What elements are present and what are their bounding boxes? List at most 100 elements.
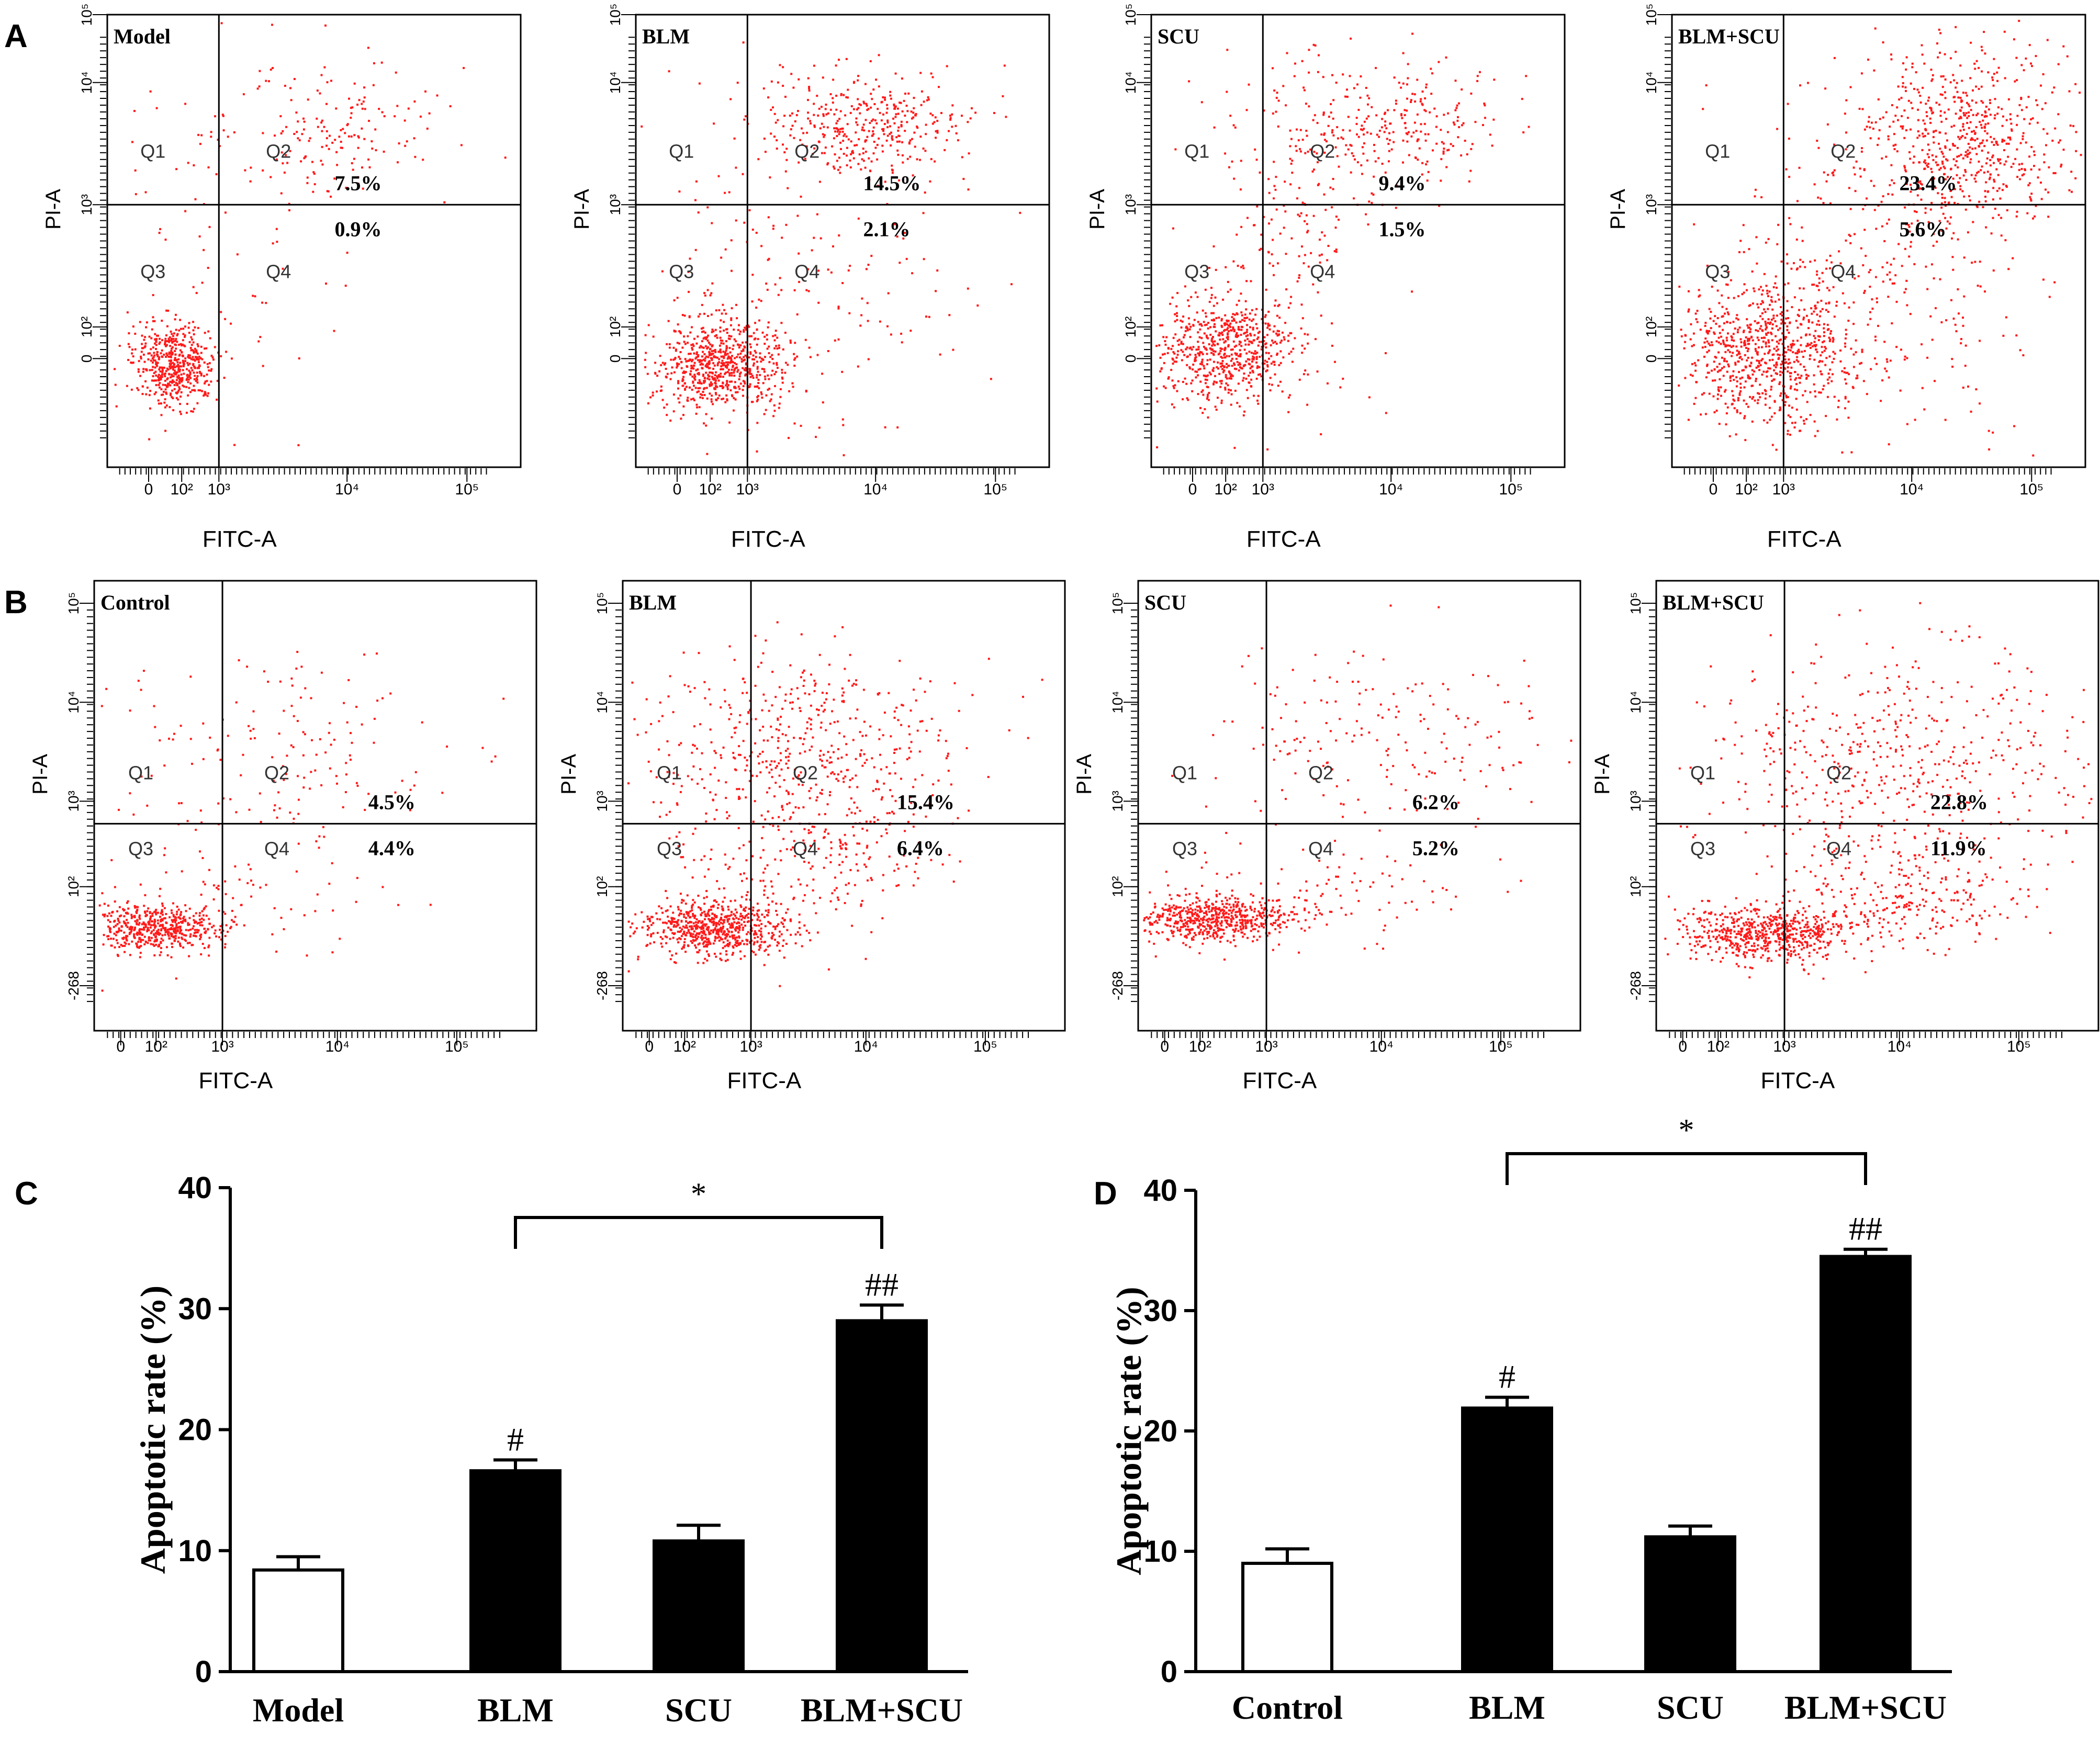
scatter-dot [838, 59, 840, 61]
scatter-dot [895, 113, 897, 115]
scatter-dot [708, 375, 710, 377]
scatter-dot [699, 397, 701, 399]
scatter-dot [1888, 136, 1890, 138]
scatter-dot [718, 309, 720, 311]
scatter-dot [678, 343, 680, 345]
scatter-dot [1960, 154, 1962, 156]
scatter-dot [327, 190, 329, 192]
scatter-dot [174, 384, 176, 386]
scatter-dot [1744, 386, 1746, 388]
scatter-dot [1301, 303, 1303, 306]
scatter-dot [1994, 117, 1996, 119]
scatter-dot [1199, 407, 1201, 409]
scatter-dot [1229, 323, 1231, 325]
scatter-dot [813, 237, 815, 239]
scatter-dot [1892, 121, 1894, 123]
scatter-dot [878, 54, 880, 56]
scatter-dot [1259, 172, 1261, 174]
scatter-dot [144, 361, 146, 363]
scatter-dot [1206, 353, 1208, 355]
scatter-dot [2021, 168, 2023, 170]
panel-label-c: C [15, 1176, 38, 1212]
scatter-dot [1922, 53, 1924, 55]
scatter-dot [948, 314, 950, 316]
scatter-dot [1244, 313, 1246, 315]
scatter-dot [837, 131, 839, 133]
scatter-dot [170, 392, 172, 394]
scatter-dot [1959, 185, 1961, 187]
scatter-dot [147, 387, 149, 389]
scatter-dot [706, 378, 709, 380]
scatter-dot [193, 408, 195, 410]
scatter-dot [1231, 330, 1233, 332]
scatter-dot [164, 430, 166, 432]
scatter-dot [879, 112, 881, 114]
scatter-dot [1784, 401, 1787, 403]
scatter-dot [1964, 171, 1967, 173]
scatter-dot [1978, 67, 1980, 69]
scatter-dot [1317, 370, 1319, 373]
scatter-dot [1766, 334, 1768, 336]
scatter-dot [1950, 217, 1952, 219]
scatter-dot [825, 146, 827, 149]
scatter-dot [1800, 363, 1802, 365]
scatter-dot [1367, 104, 1369, 106]
scatter-dot [1883, 341, 1885, 343]
scatter-dot [1885, 156, 1887, 158]
scatter-dot [176, 361, 178, 363]
scatter-dot [948, 130, 950, 132]
scatter-dot [1759, 396, 1761, 398]
scatter-dot [1891, 194, 1893, 196]
scatter-dot [776, 139, 778, 141]
scatter-dot [193, 333, 195, 335]
scatter-dot [1776, 287, 1778, 289]
scatter-dot [1912, 63, 1914, 65]
scatter-dot [1776, 314, 1778, 317]
scatter-dot [1762, 370, 1765, 373]
scatter-dot [1279, 233, 1282, 235]
scatter-dot [1788, 176, 1790, 178]
scatter-dot [1347, 116, 1350, 118]
scatter-dot [848, 138, 850, 140]
scatter-dot [870, 107, 872, 109]
scatter-dot [1366, 118, 1368, 120]
scatter-dot [1874, 357, 1876, 359]
scatter-dot [1961, 190, 1963, 192]
scatter-dot [461, 144, 463, 146]
scatter-dot [1274, 305, 1276, 307]
scatter-dot [1190, 296, 1192, 298]
scatter-dot [1165, 336, 1167, 339]
scatter-dot [161, 414, 163, 416]
scatter-dot [1875, 228, 1877, 230]
scatter-dot [129, 346, 131, 348]
scatter-dot [1902, 82, 1904, 84]
scatter-dot [1868, 271, 1870, 273]
scatter-dot [259, 70, 261, 72]
scatter-dot [1317, 71, 1319, 73]
scatter-dot [214, 346, 216, 348]
scatter-dot [849, 265, 851, 267]
scatter-dot [155, 384, 158, 386]
scatter-dot [1769, 407, 1771, 409]
scatter-dot [314, 183, 316, 185]
scatter-dot [1704, 322, 1706, 324]
scatter-dot [177, 358, 179, 360]
scatter-dot [163, 367, 165, 369]
scatter-dot [2037, 176, 2039, 178]
scatter-dot [1962, 123, 1964, 125]
scatter-dot [1897, 243, 1900, 245]
scatter-dot [710, 348, 712, 350]
scatter-dot [1805, 333, 1807, 335]
scatter-dot [654, 362, 656, 364]
scatter-dot [226, 924, 228, 926]
scatter-dot [1776, 128, 1778, 130]
scatter-dot [1980, 286, 1982, 288]
scatter-dot [1265, 342, 1267, 344]
scatter-dot [911, 110, 913, 112]
scatter-dot [1725, 423, 1727, 425]
scatter-dot [1992, 187, 1994, 189]
scatter-dot [1395, 103, 1397, 105]
scatter-dot [723, 357, 725, 359]
scatter-dot [2008, 98, 2010, 100]
scatter-dot [1736, 411, 1738, 413]
